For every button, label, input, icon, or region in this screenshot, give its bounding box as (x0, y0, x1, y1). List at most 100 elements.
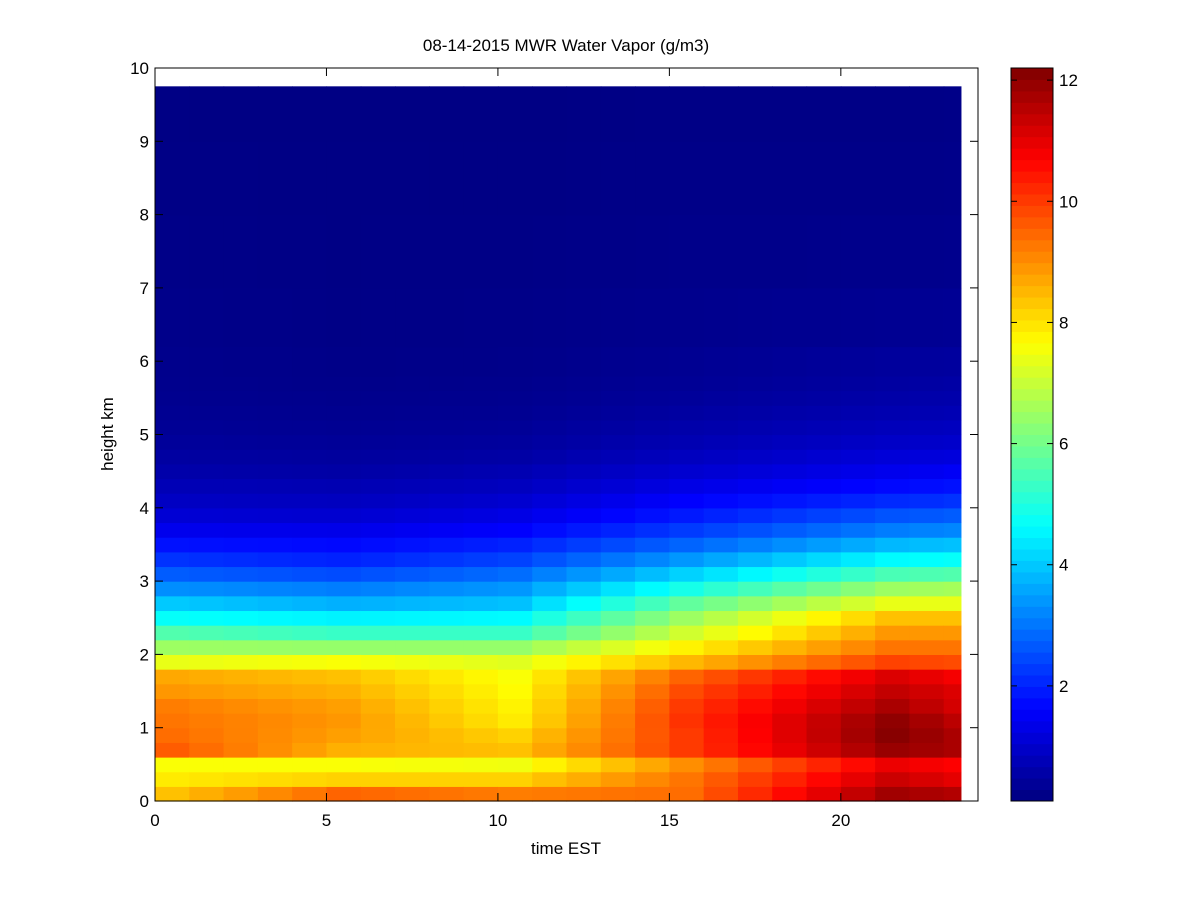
heatmap-cell (669, 742, 705, 758)
heatmap-cell (737, 786, 773, 802)
heatmap-cell (223, 742, 259, 758)
heatmap-cell (737, 405, 773, 421)
colorbar-step (1011, 445, 1053, 458)
heatmap-cell (155, 493, 190, 509)
heatmap-cell (943, 287, 962, 348)
heatmap-cell (463, 214, 499, 289)
x-axis: 0 5 10 15 20 (150, 68, 850, 830)
heatmap-cell (360, 581, 396, 597)
heatmap-cell (532, 390, 568, 406)
colorbar-step (1011, 606, 1053, 619)
colorbar-tick-label: 8 (1059, 313, 1068, 332)
heatmap-cell (326, 346, 362, 377)
heatmap-cell (292, 566, 328, 582)
heatmap-cell (257, 713, 293, 729)
heatmap-cell (429, 698, 465, 714)
heatmap-cell (840, 463, 876, 480)
heatmap-cell (223, 434, 259, 450)
heatmap-cell (326, 507, 362, 524)
heatmap-cell (155, 449, 190, 465)
heatmap-cell (943, 551, 962, 568)
heatmap-cell (223, 654, 259, 670)
heatmap-cell (840, 522, 876, 538)
heatmap-cell (497, 713, 533, 729)
heatmap-cell (840, 757, 876, 773)
heatmap-cell (360, 713, 396, 729)
heatmap-cell (292, 214, 328, 289)
heatmap-cell (840, 419, 876, 436)
heatmap-cell (943, 595, 962, 612)
heatmap-cell (840, 141, 876, 216)
heatmap-cell (292, 434, 328, 450)
heatmap-cell (223, 507, 259, 524)
heatmap-cell (360, 493, 396, 509)
heatmap-cell (669, 478, 705, 494)
heatmap-cell (772, 669, 808, 685)
heatmap-cell (737, 727, 773, 743)
heatmap-cell (943, 507, 962, 524)
heatmap-cell (635, 683, 670, 699)
heatmap-cell (497, 141, 533, 216)
heatmap-cell (532, 478, 568, 494)
heatmap-cell (703, 595, 739, 612)
heatmap-cell (635, 771, 670, 787)
heatmap-cell (395, 595, 430, 612)
colorbar-step (1011, 778, 1053, 791)
heatmap-cell (532, 551, 568, 568)
heatmap-cell (600, 419, 636, 436)
y-tick-label: 10 (130, 59, 149, 78)
heatmap-cell (566, 537, 602, 553)
heatmap-cell (909, 419, 945, 436)
heatmap-cell (497, 786, 533, 802)
heatmap-cell (360, 419, 396, 436)
heatmap-cell (772, 375, 808, 392)
heatmap-cell (566, 727, 602, 743)
heatmap-cell (292, 742, 328, 758)
heatmap-cell (532, 375, 568, 392)
heatmap-cell (223, 595, 259, 612)
heatmap-cell (395, 214, 430, 289)
heatmap-cell (840, 551, 876, 568)
colorbar-step (1011, 113, 1053, 126)
heatmap-cell (189, 713, 225, 729)
heatmap-cell (463, 771, 499, 787)
heatmap-cell (566, 669, 602, 685)
heatmap-cell (360, 654, 396, 670)
heatmap-cell (257, 419, 293, 436)
heatmap-cell (909, 449, 945, 465)
heatmap-cell (737, 713, 773, 729)
heatmap-cell (943, 463, 962, 480)
colorbar-step (1011, 68, 1053, 80)
heatmap-cell (703, 375, 739, 392)
heatmap-cell (429, 610, 465, 626)
heatmap-cell (806, 287, 842, 348)
y-tick-label: 1 (140, 719, 149, 738)
heatmap-cell (806, 86, 842, 142)
heatmap-cell (840, 581, 876, 597)
heatmap-cell (669, 287, 705, 348)
heatmap-cell (532, 434, 568, 450)
heatmap-cell (737, 742, 773, 758)
heatmap-cell (943, 683, 962, 699)
heatmap-cell (292, 346, 328, 377)
heatmap-cell (257, 507, 293, 524)
heatmap-cell (669, 507, 705, 524)
heatmap-cell (566, 419, 602, 436)
heatmap-cell (395, 786, 430, 802)
heatmap-cell (772, 757, 808, 773)
heatmap-cell (395, 478, 430, 494)
heatmap-cell (737, 507, 773, 524)
colorbar-step (1011, 319, 1053, 332)
heatmap-cell (806, 698, 842, 714)
heatmap-cell (326, 141, 362, 216)
heatmap-cell (257, 390, 293, 406)
heatmap-cell (360, 434, 396, 450)
heatmap-cell (189, 537, 225, 553)
heatmap-cell (360, 727, 396, 743)
heatmap-cell (737, 434, 773, 450)
heatmap-cell (875, 375, 911, 392)
heatmap-cell (737, 654, 773, 670)
heatmap-cell (497, 757, 533, 773)
heatmap-cell (463, 654, 499, 670)
heatmap-cell (292, 419, 328, 436)
